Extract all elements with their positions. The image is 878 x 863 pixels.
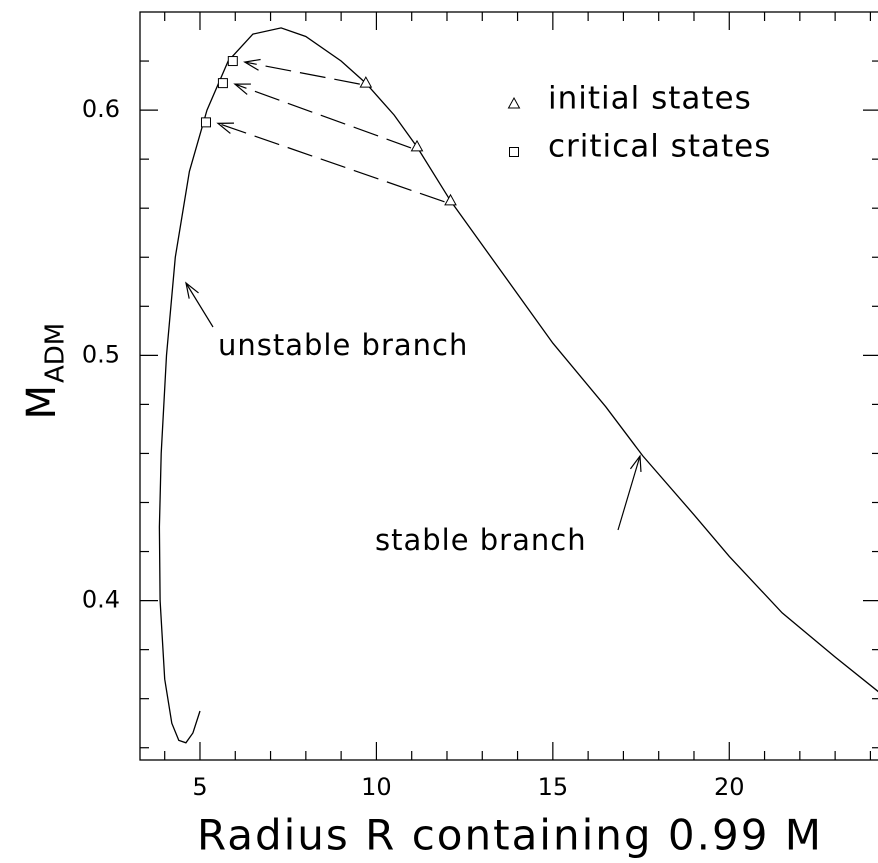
- square-marker: [217, 78, 228, 89]
- annotation-arrowhead: [185, 281, 199, 299]
- transition-arrowhead: [216, 122, 234, 134]
- x-tick-label: 10: [361, 773, 392, 801]
- x-axis-label: Radius R containing 0.99 M: [197, 811, 823, 860]
- annotation-arrow: [185, 282, 214, 328]
- annotation-arrowhead: [629, 454, 642, 473]
- y-axis-label: M: [19, 385, 65, 420]
- transition-arrowhead: [243, 58, 261, 71]
- annotation: unstable branch: [218, 328, 468, 362]
- legend-label: critical states: [548, 129, 771, 165]
- x-tick-label: 15: [538, 773, 569, 801]
- transition-line: [217, 122, 445, 203]
- transition-line: [234, 83, 412, 149]
- triangle-marker: [410, 139, 424, 152]
- y-tick-label: 0.4: [82, 586, 120, 614]
- annotation: stable branch: [375, 523, 587, 557]
- x-tick-label: 5: [192, 773, 207, 801]
- square-marker: [227, 56, 238, 67]
- x-tick-label: 20: [714, 773, 745, 801]
- annotation-arrow: [617, 455, 641, 531]
- y-tick-label: 0.5: [82, 340, 120, 368]
- triangle-marker: [444, 193, 457, 206]
- transition-arrowhead: [233, 83, 251, 95]
- triangle-marker: [359, 76, 373, 88]
- legend-symbol: [509, 147, 519, 157]
- plot-frame: [139, 11, 878, 761]
- legend-label: initial states: [548, 81, 752, 117]
- transition-line: [244, 61, 360, 85]
- legend-symbol: [507, 96, 521, 109]
- curve: [158, 27, 878, 744]
- y-axis-label-group: M ADM: [19, 323, 71, 420]
- square-marker: [200, 117, 211, 128]
- y-axis-label-subscript: ADM: [41, 323, 71, 383]
- y-tick-label: 0.6: [82, 95, 120, 123]
